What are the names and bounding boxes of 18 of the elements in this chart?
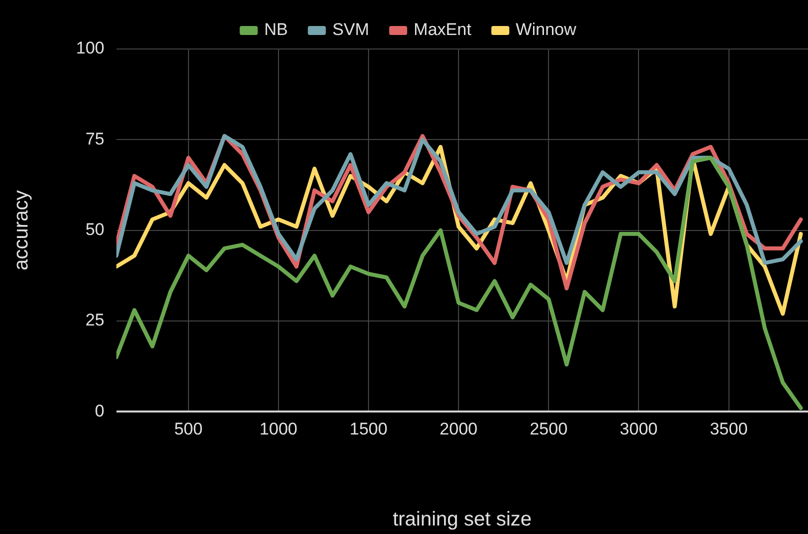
y-tick-label: 0 bbox=[94, 401, 104, 420]
x-tick-label: 3000 bbox=[620, 419, 658, 438]
x-tick-label: 2000 bbox=[440, 419, 478, 438]
y-tick-label: 25 bbox=[85, 310, 104, 330]
y-axis-title: accuracy bbox=[10, 190, 33, 270]
y-tick-label: 75 bbox=[85, 129, 104, 148]
x-tick-label: 2500 bbox=[530, 419, 568, 438]
x-tick-label: 1000 bbox=[260, 419, 298, 438]
legend-label: NB bbox=[264, 20, 288, 40]
legend-label: SVM bbox=[332, 20, 370, 40]
x-axis-title: training set size bbox=[392, 508, 532, 531]
y-tick-label: 100 bbox=[76, 38, 104, 58]
legend-label: MaxEnt bbox=[414, 20, 472, 40]
legend-label: Winnow bbox=[516, 20, 577, 40]
x-tick-label: 500 bbox=[174, 419, 203, 438]
y-tick-label: 50 bbox=[85, 220, 104, 239]
x-tick-label: 3500 bbox=[710, 419, 748, 438]
x-tick-label: 1500 bbox=[350, 419, 388, 438]
